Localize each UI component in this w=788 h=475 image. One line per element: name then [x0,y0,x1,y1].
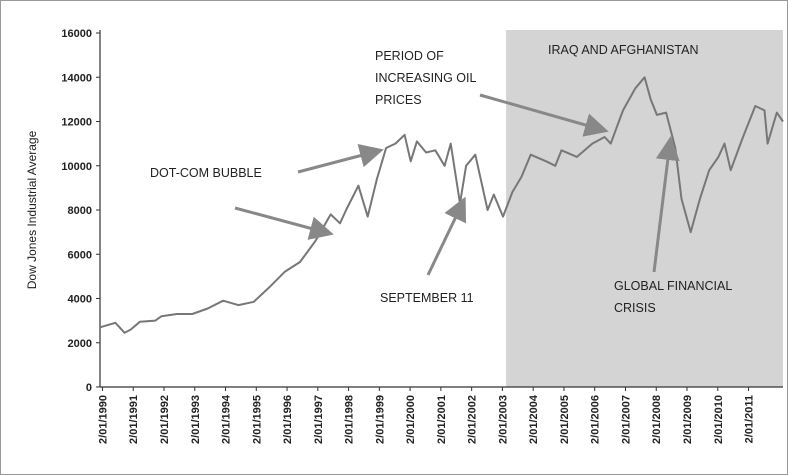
x-tick-label: 2/01/2002 [467,395,479,444]
y-tick-label: 12000 [61,117,92,129]
y-tick-label: 0 [86,382,92,394]
x-tick-label: 2/01/1998 [344,395,356,444]
annotation: DOT-COM BUBBLE [150,166,262,180]
y-tick-label: 16000 [61,28,92,40]
x-tick-label: 2/01/2009 [682,395,694,444]
x-tick-label: 2/01/2003 [497,395,509,444]
x-tick-label: 2/01/1993 [190,395,202,444]
y-tick-label: 6000 [68,249,92,261]
x-tick-label: 2/01/2000 [405,395,417,444]
y-tick-label: 10000 [61,161,92,173]
arrow [426,196,467,276]
x-tick-label: 2/01/2010 [713,395,725,444]
arrow [234,206,334,240]
x-tick-label: 2/01/1990 [97,395,109,444]
x-tick-label: 2/01/2007 [620,395,632,444]
x-tick-label: 2/01/2005 [559,395,571,444]
y-tick-label: 14000 [61,72,92,84]
annotation: GLOBAL FINANCIAL [614,279,732,293]
x-tick-label: 2/01/2006 [590,395,602,444]
x-tick-label: 2/01/2011 [744,395,756,443]
annotation: SEPTEMBER 11 [380,291,474,305]
x-tick-label: 2/01/1991 [128,395,140,444]
shaded-region-label: IRAQ AND AFGHANISTAN [548,43,699,57]
x-tick-label: 2/01/1994 [221,394,233,444]
x-tick-label: 2/01/1995 [251,395,263,444]
y-axis-label: Dow Jones Industrial Average [25,130,39,289]
x-tick-label: 2/01/1992 [159,395,171,444]
y-tick-label: 4000 [68,294,92,306]
annotation: PRICES [375,93,422,107]
y-tick-label: 2000 [68,338,92,350]
annotation: INCREASING OIL [375,71,476,85]
shading-layer [506,30,783,387]
arrow [652,136,680,273]
y-tick-label: 8000 [68,205,92,217]
annotation: PERIOD OF [375,49,444,63]
arrow [297,143,384,174]
x-tick-label: 2/01/1999 [374,395,386,444]
x-tick-label: 2/01/1997 [313,395,325,444]
arrow [479,93,609,137]
x-tick-label: 2/01/2008 [651,395,663,444]
shaded-region [506,30,783,387]
data-line [99,76,784,334]
x-tick-label: 2/01/1996 [282,395,294,444]
annotation: CRISIS [614,301,656,315]
x-tick-label: 2/01/2004 [528,394,540,444]
x-tick-label: 2/01/2001 [436,395,448,444]
